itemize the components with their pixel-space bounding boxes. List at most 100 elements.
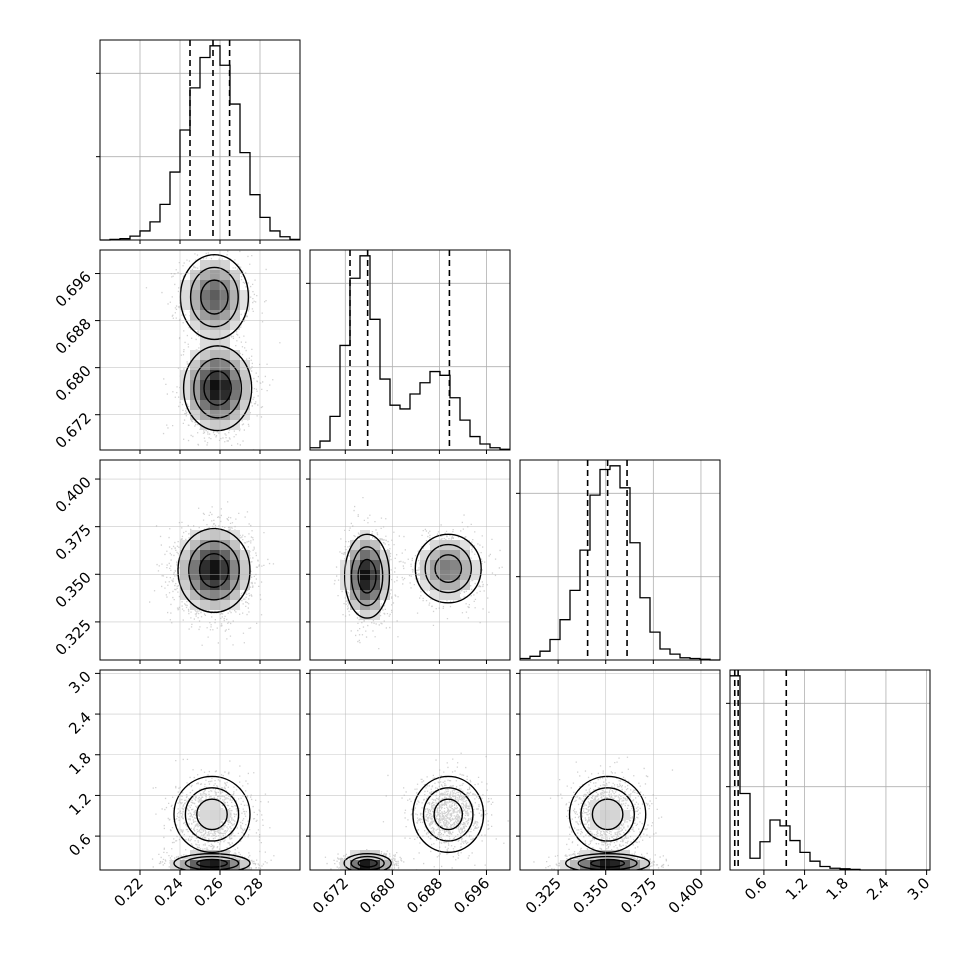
contour-line — [414, 533, 482, 604]
density-cell — [360, 860, 370, 870]
histogram-step-line — [520, 465, 720, 661]
scatter-points — [333, 497, 503, 650]
panel-frame — [309, 459, 511, 661]
density-cell — [430, 570, 440, 580]
density-cell — [200, 530, 210, 540]
density-cell — [190, 360, 200, 370]
density-cell — [210, 340, 220, 350]
contour-line — [343, 853, 392, 870]
density-cell — [210, 300, 220, 310]
density-cell — [230, 380, 240, 390]
density-cell — [190, 550, 200, 560]
density-cell — [220, 600, 230, 610]
contour-line — [196, 858, 228, 868]
density-cell — [200, 270, 210, 280]
density-cell — [460, 550, 470, 560]
panel-frame — [729, 669, 931, 871]
density-cell — [380, 590, 390, 600]
density-cell — [430, 550, 440, 560]
density-cell — [460, 570, 470, 580]
x-tick-label: 2.4 — [863, 874, 893, 904]
density-cell — [200, 350, 210, 360]
y-tick-label: 0.375 — [52, 521, 95, 564]
density-cell — [190, 300, 200, 310]
density-cell — [180, 390, 190, 400]
density-cell — [200, 340, 210, 350]
y-tick-label: 2.4 — [65, 708, 95, 738]
x-tick-label: 3.0 — [904, 874, 934, 904]
density-cell — [440, 570, 450, 580]
density-cell — [230, 300, 240, 310]
density-cell — [190, 380, 200, 390]
x-tick-label: 0.672 — [309, 874, 352, 917]
density-cell — [350, 600, 360, 610]
density-cell — [230, 280, 240, 290]
y-tick-label: 0.400 — [52, 473, 95, 516]
density-cell — [210, 590, 220, 600]
panel-bg — [310, 670, 510, 870]
density-cell — [200, 330, 210, 340]
density-cell — [370, 590, 380, 600]
y-tick-label: 0.6 — [65, 830, 95, 860]
x-tick-label: 0.400 — [665, 874, 708, 917]
density-cell — [200, 820, 210, 830]
density-cell — [200, 360, 210, 370]
density-cell — [240, 580, 250, 590]
density-cell — [200, 420, 210, 430]
density-cell — [220, 330, 230, 340]
contour-line — [173, 853, 251, 870]
density-cell — [350, 550, 360, 560]
density-cell — [220, 320, 230, 330]
hist-panel-3 — [726, 669, 931, 871]
density-cell — [220, 370, 230, 380]
density-cell — [210, 290, 220, 300]
density-cell — [460, 540, 470, 550]
density-cell — [210, 570, 220, 580]
density-cell — [230, 530, 240, 540]
panel-frame — [99, 39, 301, 241]
density-cell — [220, 350, 230, 360]
density-cell — [430, 580, 440, 590]
density-cell — [370, 850, 380, 860]
x-tick-label: 0.375 — [617, 874, 660, 917]
density-cell — [200, 600, 210, 610]
density-cell — [230, 370, 240, 380]
density-cell — [450, 550, 460, 560]
panel-frame — [99, 459, 301, 661]
density-cell — [210, 270, 220, 280]
density-cell — [190, 370, 200, 380]
contour-line — [357, 858, 378, 868]
density-cell — [210, 540, 220, 550]
density-cell — [230, 320, 240, 330]
panel-content — [149, 501, 275, 646]
density-cell — [470, 570, 480, 580]
density-cell — [190, 540, 200, 550]
density-cell — [220, 390, 230, 400]
density-cell — [190, 570, 200, 580]
density-cell — [210, 310, 220, 320]
density-cell — [200, 580, 210, 590]
density-cell — [180, 380, 190, 390]
density-cell — [240, 400, 250, 410]
density-cell — [360, 580, 370, 590]
contour-line — [177, 527, 251, 614]
contour-line — [200, 279, 229, 315]
density-cell — [380, 560, 390, 570]
density-cell — [610, 860, 620, 870]
density-cell — [200, 260, 210, 270]
density-cell — [210, 560, 220, 570]
density-cell — [240, 390, 250, 400]
density-cell — [210, 320, 220, 330]
density-cell — [200, 400, 210, 410]
density-cell — [200, 810, 210, 820]
density-cell — [420, 570, 430, 580]
density-cell — [230, 350, 240, 360]
density-cell — [180, 300, 190, 310]
density-cell — [600, 850, 610, 860]
density-cell — [610, 810, 620, 820]
panel-content — [333, 497, 503, 650]
histogram-step-line — [310, 255, 510, 450]
density-cell — [200, 800, 210, 810]
y-tick-label: 0.696 — [52, 268, 95, 311]
density-cell — [210, 600, 220, 610]
